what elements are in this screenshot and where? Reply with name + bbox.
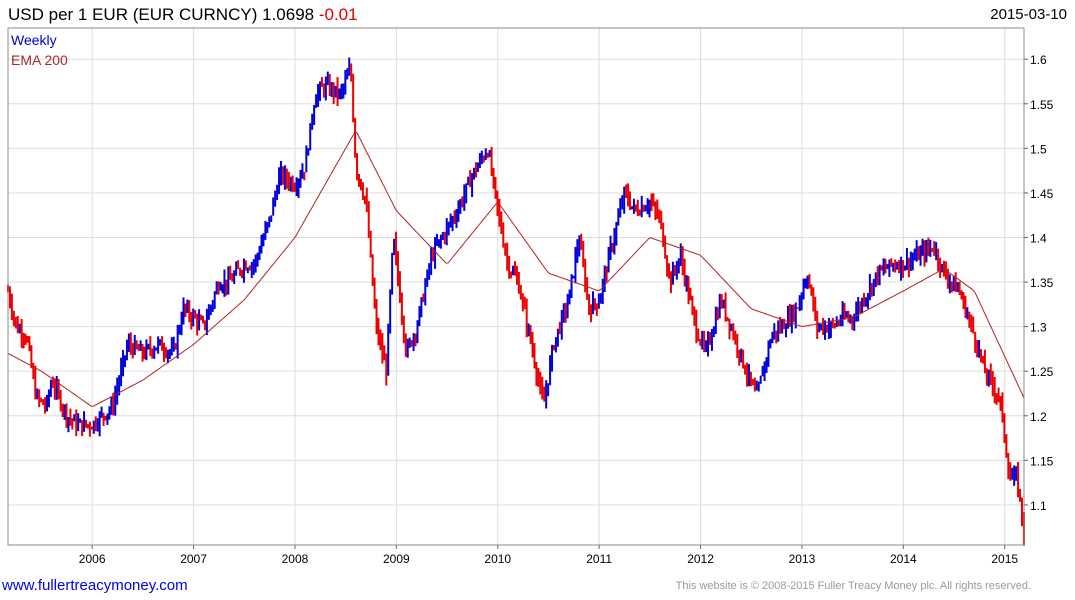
x-tick-label: 2015	[991, 552, 1018, 566]
y-tick-label: 1.45	[1030, 187, 1054, 201]
ema-200-line	[7, 131, 1025, 407]
chart-date: 2015-03-10	[990, 6, 1067, 23]
last-price: 1.0698	[262, 5, 315, 24]
weekly-bars	[7, 57, 1025, 546]
legend-weekly: Weekly	[11, 32, 57, 48]
price-change: -0.01	[318, 5, 358, 24]
legend-ema: EMA 200	[11, 52, 68, 68]
chart-title: USD per 1 EUR (EUR CURNCY) 1.0698 -0.01	[8, 5, 358, 25]
y-tick-label: 1.4	[1030, 231, 1047, 245]
y-tick-label: 1.3	[1030, 321, 1047, 335]
x-tick-label: 2009	[383, 552, 410, 566]
x-tick-label: 2012	[687, 552, 714, 566]
instrument-name: USD per 1 EUR (EUR CURNCY)	[8, 5, 258, 24]
x-tick-label: 2011	[586, 552, 612, 566]
x-tick-label: 2014	[890, 552, 917, 566]
y-tick-label: 1.5	[1030, 142, 1047, 156]
x-tick-label: 2008	[282, 552, 309, 566]
axes: 1.1 1.15 1.2 1.25 1.3 1.35 1.4 1.45 1.5 1.55 1.6 20…	[79, 53, 1054, 566]
x-tick-label: 2007	[180, 552, 207, 566]
y-tick-label: 1.1	[1030, 499, 1047, 513]
x-tick-label: 2013	[789, 552, 816, 566]
y-tick-label: 1.55	[1030, 98, 1054, 112]
y-tick-label: 1.2	[1030, 410, 1047, 424]
plot-frame	[7, 27, 1025, 546]
y-tick-label: 1.25	[1030, 365, 1054, 379]
x-tick-label: 2010	[484, 552, 511, 566]
y-tick-label: 1.15	[1030, 454, 1054, 468]
y-tick-label: 1.35	[1030, 276, 1054, 290]
copyright-notice: This website is © 2008-2015 Fuller Treac…	[675, 580, 1031, 592]
website-link[interactable]: www.fullertreacymoney.com	[2, 577, 188, 594]
y-tick-label: 1.6	[1030, 53, 1047, 67]
grid	[8, 28, 1024, 545]
x-tick-label: 2006	[79, 552, 106, 566]
